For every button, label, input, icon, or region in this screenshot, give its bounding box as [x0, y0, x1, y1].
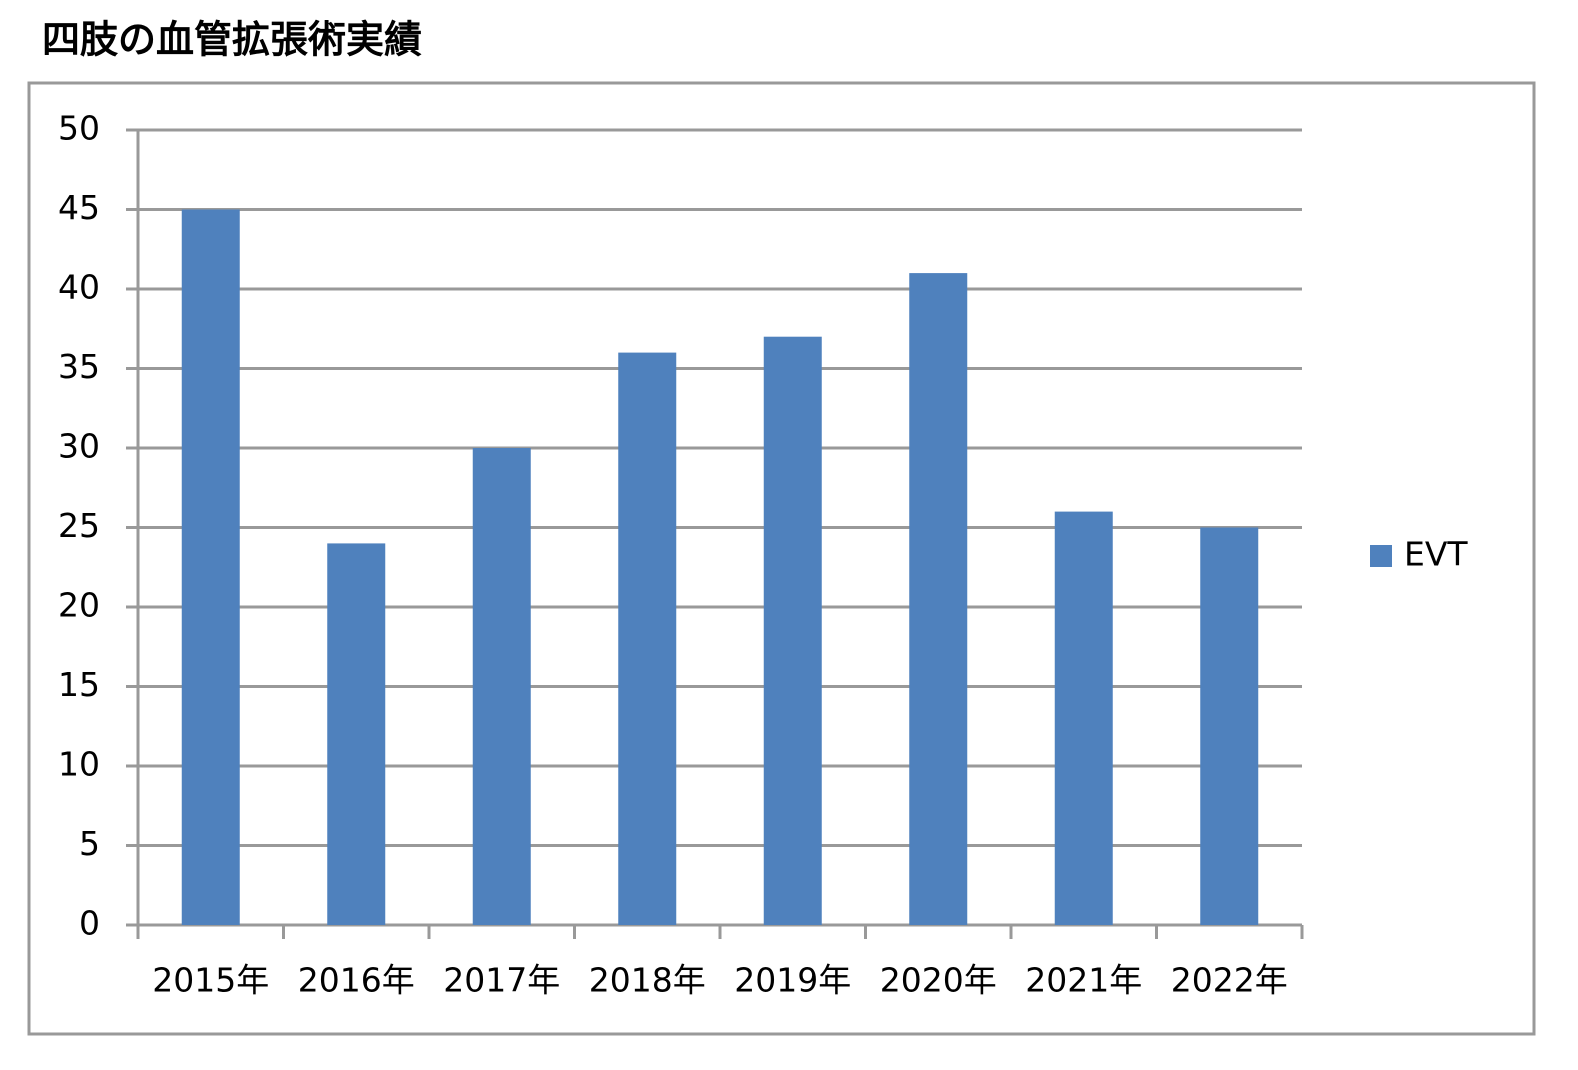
y-tick-label: 5	[79, 824, 100, 863]
x-tick-label: 2021年	[1025, 961, 1142, 1000]
x-tick-label: 2022年	[1171, 961, 1288, 1000]
y-tick-label: 50	[58, 109, 100, 148]
y-tick-label: 35	[58, 347, 100, 386]
y-tick-label: 0	[79, 904, 100, 943]
y-tick-label: 30	[58, 427, 100, 466]
legend-label: EVT	[1404, 535, 1468, 574]
bar	[472, 448, 531, 925]
chart-title: 四肢の血管拡張術実績	[42, 18, 422, 62]
x-tick-label: 2020年	[880, 961, 997, 1000]
bar	[1200, 527, 1259, 925]
bar	[1054, 511, 1113, 925]
bar	[618, 352, 677, 926]
y-tick-label: 15	[58, 665, 100, 704]
bar	[909, 273, 968, 926]
bar	[763, 336, 822, 925]
y-tick-label: 10	[58, 745, 100, 784]
legend-swatch	[1370, 545, 1392, 567]
x-tick-label: 2017年	[443, 961, 560, 1000]
x-tick-label: 2015年	[152, 961, 269, 1000]
y-tick-label: 20	[58, 586, 100, 625]
y-tick-label: 25	[58, 506, 100, 545]
x-tick-label: 2016年	[298, 961, 415, 1000]
y-tick-label: 40	[58, 268, 100, 307]
x-tick-label: 2018年	[589, 961, 706, 1000]
y-tick-label: 45	[58, 188, 100, 227]
bar	[327, 543, 386, 925]
bar	[181, 209, 240, 925]
x-tick-label: 2019年	[734, 961, 851, 1000]
